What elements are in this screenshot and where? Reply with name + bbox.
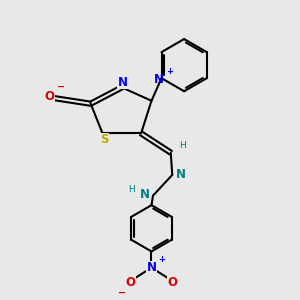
Text: N: N bbox=[140, 188, 150, 201]
Text: H: H bbox=[179, 141, 185, 150]
Text: N: N bbox=[176, 168, 186, 182]
Text: H: H bbox=[128, 184, 135, 194]
Text: +: + bbox=[158, 255, 165, 264]
Text: −: − bbox=[118, 287, 126, 297]
Text: O: O bbox=[125, 276, 135, 289]
Text: N: N bbox=[154, 73, 164, 86]
Text: O: O bbox=[168, 276, 178, 289]
Text: N: N bbox=[117, 76, 128, 88]
Text: N: N bbox=[146, 261, 157, 274]
Text: +: + bbox=[166, 67, 173, 76]
Text: O: O bbox=[44, 90, 54, 103]
Text: −: − bbox=[57, 82, 65, 92]
Text: S: S bbox=[100, 134, 108, 146]
